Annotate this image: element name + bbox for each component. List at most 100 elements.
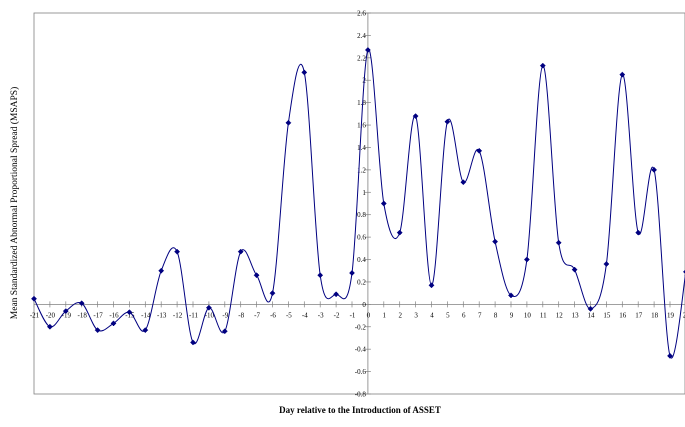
y-tick-label: 1.8 (357, 99, 366, 107)
series-layer (31, 47, 685, 359)
y-tick-label: 1 (362, 189, 366, 197)
x-tick-label: -17 (93, 311, 103, 319)
data-point-marker (667, 352, 673, 359)
x-tick-label: 5 (446, 311, 450, 319)
x-tick-label: 3 (414, 311, 418, 319)
x-tick-label: -21 (30, 311, 40, 319)
data-point-marker (158, 267, 165, 274)
data-point-marker (428, 282, 435, 289)
x-tick-label: 16 (619, 311, 627, 319)
y-axis-label: Mean Standardized Abnormal Proportional … (9, 87, 20, 319)
data-point-marker (285, 119, 292, 126)
x-tick-label: -15 (125, 311, 135, 319)
data-point-marker (205, 304, 212, 311)
data-point-marker (269, 290, 276, 297)
data-point-marker (396, 229, 403, 236)
y-tick-label: 0 (362, 301, 366, 309)
x-tick-label: -6 (270, 311, 276, 319)
x-tick-label: 14 (588, 311, 596, 319)
x-tick-label: -14 (141, 311, 151, 319)
data-point-marker (349, 270, 355, 276)
y-tick-label: 0.8 (357, 211, 366, 219)
data-point-marker (571, 266, 578, 273)
data-point-marker (412, 113, 419, 120)
data-point-marker (31, 295, 37, 302)
x-tick-label: -11 (189, 311, 199, 319)
x-tick-label: 20 (683, 311, 685, 319)
data-point-marker (492, 238, 499, 245)
data-point-marker (555, 239, 562, 246)
data-point-marker (142, 327, 149, 334)
x-tick-label: -10 (205, 311, 215, 319)
data-point-marker (333, 291, 340, 298)
x-tick-label: 4 (430, 311, 434, 319)
x-tick-label: 8 (494, 311, 498, 319)
x-tick-label: 11 (540, 311, 547, 319)
x-tick-label: -1 (350, 311, 356, 319)
data-point-marker (380, 200, 387, 207)
y-tick-label: 1.2 (357, 166, 366, 174)
data-point-marker (476, 147, 483, 154)
data-point-marker (460, 179, 467, 186)
x-tick-label: -13 (157, 311, 167, 319)
x-tick-label: -12 (173, 311, 183, 319)
plot-area-frame (33, 12, 685, 395)
x-tick-label: -20 (46, 311, 56, 319)
x-tick-label: 7 (478, 311, 482, 319)
data-point-marker (46, 323, 53, 330)
data-point-marker (78, 300, 85, 307)
x-tick-label: 6 (462, 311, 466, 319)
y-tick-label: 1.4 (357, 144, 366, 152)
data-point-marker (253, 272, 260, 279)
y-tick-label: -0.4 (355, 346, 367, 354)
y-tick-label: 0.2 (357, 278, 366, 286)
x-tick-label: -2 (334, 311, 340, 319)
x-tick-label: -16 (109, 311, 119, 319)
data-point-marker (110, 320, 117, 327)
x-tick-label: 17 (635, 311, 643, 319)
data-point-marker (587, 305, 594, 312)
data-point-marker (237, 248, 244, 255)
data-point-marker (190, 339, 196, 346)
x-tick-label: 19 (667, 311, 675, 319)
x-tick-label: 0 (367, 311, 371, 319)
x-tick-label: -9 (222, 311, 228, 319)
x-tick-label: 2 (398, 311, 402, 319)
data-point-marker (221, 328, 228, 335)
data-point-marker (94, 327, 101, 334)
data-point-marker (62, 308, 69, 315)
data-point-marker (523, 256, 530, 263)
x-axis-label: Day relative to the Introduction of ASSE… (279, 405, 441, 415)
data-point-marker (126, 309, 133, 316)
y-tick-label: -0.6 (355, 368, 367, 376)
x-tick-label: -3 (318, 311, 324, 319)
data-point-marker (635, 229, 642, 236)
x-tick-label: -4 (302, 311, 308, 319)
x-tick-label: -8 (238, 311, 244, 319)
data-point-marker (508, 292, 514, 299)
x-tick-label: 12 (556, 311, 564, 319)
x-tick-label: -7 (254, 311, 260, 319)
y-tick-label: -0.8 (355, 391, 367, 399)
data-point-marker (539, 62, 546, 69)
x-tick-label: 1 (383, 311, 387, 319)
y-tick-label: -0.2 (355, 323, 367, 331)
x-tick-label: -19 (62, 311, 72, 319)
y-tick-label: 0.4 (357, 256, 366, 264)
x-tick-label: 18 (651, 311, 659, 319)
x-tick-label: 10 (524, 311, 532, 319)
data-point-marker (603, 261, 610, 267)
data-point-marker (619, 71, 626, 78)
data-point-marker (651, 166, 658, 173)
x-tick-label: -18 (78, 311, 88, 319)
data-point-marker (301, 69, 308, 76)
y-tick-label: 2.6 (357, 10, 366, 18)
data-point-marker (444, 118, 451, 125)
data-point-marker (364, 47, 371, 53)
x-tick-label: -5 (286, 311, 292, 319)
x-tick-label: 13 (572, 311, 580, 319)
data-point-marker (317, 272, 324, 279)
data-point-marker (174, 248, 181, 255)
